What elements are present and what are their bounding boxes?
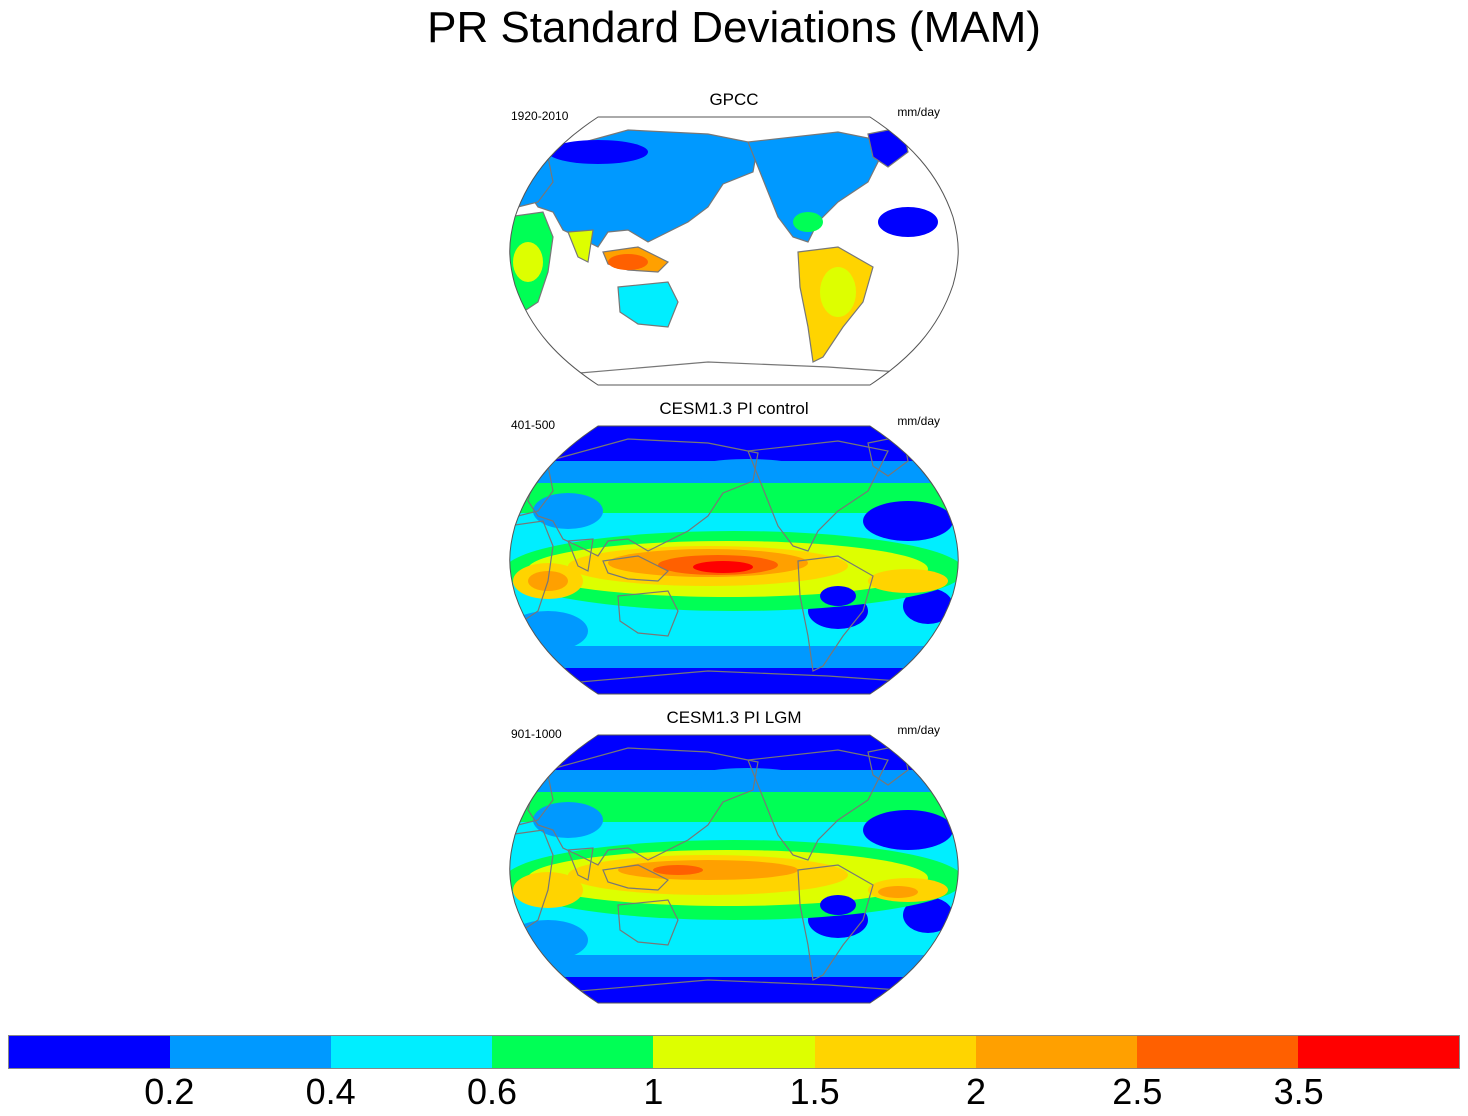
colorbar-tick-label: 0.4: [305, 1071, 356, 1112]
map-panel-pi-control: CESM1.3 PI control 401-500 mm/day: [508, 399, 960, 701]
colorbar-labels: 0.2 0.4 0.6 1 1.5 2 2.5 3.5: [8, 1072, 1460, 1116]
precip-field: [509, 735, 959, 1003]
colorbar-tick-label: 1: [643, 1071, 664, 1112]
colorbar-box: [170, 1036, 332, 1068]
colorbar-box: [1297, 1036, 1459, 1068]
map-panel-pi-lgm: CESM1.3 PI LGM 901-1000 mm/day: [508, 708, 960, 1010]
panel-period: 1920-2010: [511, 109, 569, 123]
panel-units: mm/day: [897, 723, 940, 737]
colorbar-box: [331, 1036, 493, 1068]
panel-units: mm/day: [897, 105, 940, 119]
colorbar-tick-label: 2: [965, 1071, 987, 1112]
colorbar-tick-label: 0.2: [144, 1071, 195, 1112]
colorbar-box: [1136, 1036, 1298, 1068]
map-pi-lgm: [509, 734, 959, 1004]
colorbar-tick-label: 0.6: [466, 1071, 518, 1112]
colorbar-box: [653, 1036, 815, 1068]
colorbar-box: [492, 1036, 654, 1068]
map-gpcc: [509, 116, 959, 386]
map-border: [509, 425, 959, 695]
panel-title: CESM1.3 PI LGM: [666, 708, 802, 727]
colorbar-tick-label: 3.5: [1273, 1071, 1324, 1112]
map-panel-gpcc: GPCC 1920-2010 mm/day: [508, 90, 960, 392]
colorbar-tick-label: 1.5: [789, 1071, 840, 1112]
colorbar-box: [814, 1036, 976, 1068]
map-pi-control: [509, 425, 959, 695]
colorbar: [8, 1035, 1460, 1069]
panel-title: GPCC: [709, 90, 759, 109]
precip-field: [509, 126, 959, 385]
colorbar-box: [975, 1036, 1137, 1068]
panel-period: 401-500: [511, 418, 556, 432]
panel-title: CESM1.3 PI control: [659, 399, 809, 418]
map-border: [509, 734, 959, 1004]
panel-units: mm/day: [897, 414, 940, 428]
precip-field: [509, 426, 959, 694]
colorbar-box: [9, 1036, 171, 1068]
colorbar-tick-label: 2.5: [1112, 1071, 1163, 1112]
map-border: [509, 116, 959, 386]
panel-period: 901-1000: [511, 727, 562, 741]
figure-title: PR Standard Deviations (MAM): [427, 3, 1041, 52]
